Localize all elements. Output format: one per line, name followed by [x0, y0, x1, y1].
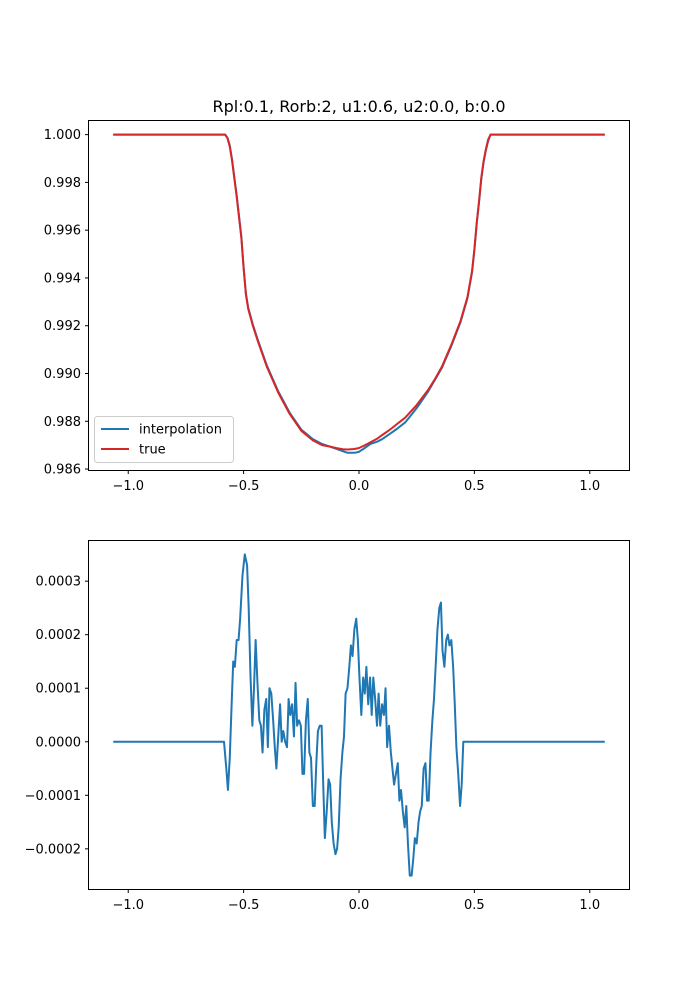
- legend-label-true: true: [139, 443, 166, 458]
- top-y-tick-label: 0.996: [44, 224, 81, 239]
- top-y-tick-label: 0.998: [44, 176, 81, 191]
- top-legend: interpolation true: [94, 416, 234, 463]
- top-series-line-true: [113, 133, 605, 451]
- top-y-tick-label: 0.988: [44, 415, 81, 430]
- top-chart: Rpl:0.1, Rorb:2, u1:0.6, u2:0.0, b:0.0 −…: [44, 97, 630, 494]
- bottom-y-tick-label: 0.0001: [36, 682, 82, 697]
- top-x-tick-label: 0.5: [464, 479, 485, 494]
- bottom-y-tick-label: 0.0002: [36, 628, 82, 643]
- top-chart-title: Rpl:0.1, Rorb:2, u1:0.6, u2:0.0, b:0.0: [212, 97, 505, 116]
- top-y-tick-label: 1.000: [44, 128, 81, 143]
- top-y-tick-label: 0.994: [44, 271, 81, 286]
- top-x-tick-label: −1.0: [112, 479, 144, 494]
- bottom-x-axis: −1.0 −0.5 0.0 0.5 1.0: [112, 889, 600, 913]
- top-y-tick-label: 0.992: [44, 319, 81, 334]
- legend-label-interpolation: interpolation: [139, 423, 222, 438]
- legend-box: [94, 416, 234, 463]
- top-y-axis: 0.986 0.988 0.990 0.992 0.994 0.996 0.998 1.000: [44, 128, 89, 478]
- bottom-x-tick-label: 1.0: [579, 898, 600, 913]
- bottom-y-tick-label: −0.0001: [25, 789, 81, 804]
- bottom-x-tick-label: −1.0: [112, 898, 144, 913]
- bottom-y-axis: −0.0002 −0.0001 0.0000 0.0001 0.0002 0.0003: [25, 575, 89, 857]
- bottom-y-tick-label: 0.0003: [36, 575, 82, 590]
- bottom-plot-frame: [88, 540, 630, 890]
- top-y-tick-label: 0.990: [44, 367, 81, 382]
- top-plot-frame: [88, 120, 630, 471]
- bottom-y-tick-label: 0.0000: [36, 735, 82, 750]
- bottom-series-line-0: [113, 553, 605, 877]
- bottom-x-tick-label: 0.0: [349, 898, 370, 913]
- top-x-tick-label: 0.0: [349, 479, 370, 494]
- bottom-plot-lines: [113, 553, 605, 877]
- top-x-tick-label: 1.0: [579, 479, 600, 494]
- bottom-x-tick-label: −0.5: [228, 898, 260, 913]
- top-x-tick-label: −0.5: [228, 479, 260, 494]
- top-y-tick-label: 0.986: [44, 463, 81, 478]
- bottom-y-tick-label: −0.0002: [25, 842, 81, 857]
- bottom-x-tick-label: 0.5: [464, 898, 485, 913]
- bottom-chart: −1.0 −0.5 0.0 0.5 1.0 −0.0002 −0.0001 0.0000 0.…: [25, 540, 630, 913]
- top-plot-lines: [113, 133, 605, 454]
